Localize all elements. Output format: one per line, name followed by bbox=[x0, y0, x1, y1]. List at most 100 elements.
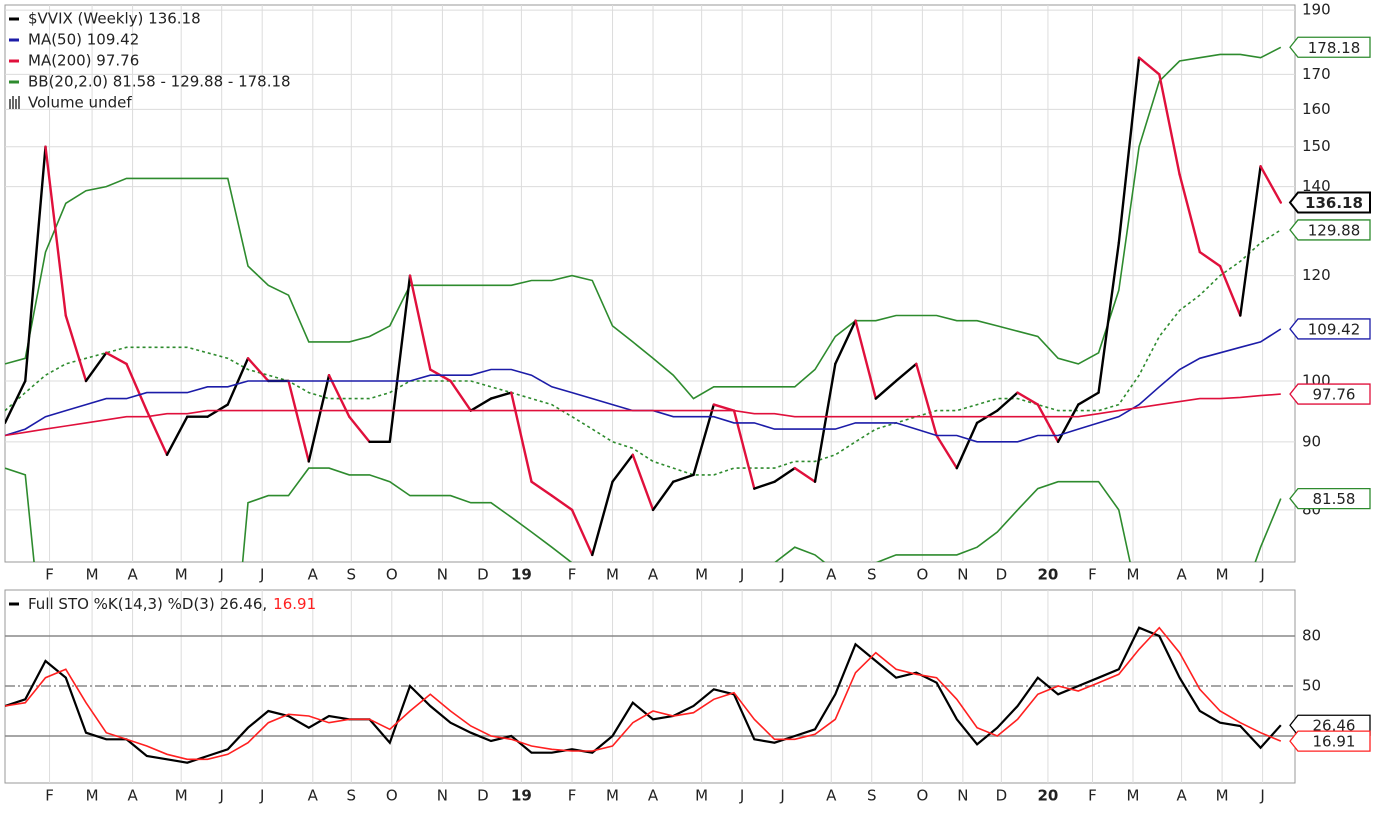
x-tick-label: J bbox=[779, 787, 784, 805]
x-tick-label: F bbox=[568, 787, 577, 805]
y-tick-label: 190 bbox=[1302, 1, 1331, 19]
price-segment bbox=[611, 453, 634, 483]
price-segment bbox=[935, 434, 959, 470]
x-tick-label: A bbox=[648, 787, 659, 805]
value-tag bbox=[1288, 191, 1371, 214]
x-tick-label: O bbox=[916, 566, 928, 584]
price-segment bbox=[408, 274, 432, 371]
x-tick-label: N bbox=[437, 566, 448, 584]
x-tick-label: 20 bbox=[1037, 787, 1058, 805]
x-tick-label: J bbox=[218, 787, 223, 805]
price-segment bbox=[530, 480, 553, 497]
price-segment bbox=[1259, 165, 1283, 204]
price-segment bbox=[834, 319, 857, 366]
x-tick-label: F bbox=[568, 566, 577, 584]
title-text: Full STO %K(14,3) %D(3) 26.46, bbox=[28, 595, 267, 613]
price-segment bbox=[307, 374, 331, 463]
title-d-value: 16.91 bbox=[273, 595, 316, 613]
price-segment bbox=[1077, 391, 1100, 406]
price-segment bbox=[651, 480, 675, 512]
price-segment bbox=[874, 379, 898, 400]
price-segment bbox=[1117, 56, 1141, 245]
x-tick-label: D bbox=[996, 787, 1008, 805]
value-tag-label: 129.88 bbox=[1308, 221, 1361, 239]
value-tag-label: 97.76 bbox=[1313, 386, 1356, 404]
x-tick-label: O bbox=[386, 566, 398, 584]
price-segment bbox=[793, 466, 817, 483]
x-tick-label: D bbox=[477, 787, 489, 805]
price-segment bbox=[348, 415, 371, 444]
y-tick-label: 120 bbox=[1302, 266, 1331, 284]
price-segment bbox=[469, 397, 493, 412]
x-tick-label: F bbox=[45, 787, 54, 805]
value-tag bbox=[1289, 36, 1371, 58]
price-segment bbox=[1158, 73, 1181, 176]
x-tick-label: F bbox=[1088, 566, 1097, 584]
price-panel bbox=[4, 4, 1296, 563]
price-segment bbox=[1178, 173, 1202, 254]
x-tick-label: S bbox=[867, 787, 877, 805]
x-tick-label: D bbox=[477, 566, 489, 584]
x-tick-label: F bbox=[45, 566, 54, 584]
x-tick-label: S bbox=[347, 566, 357, 584]
x-tick-label: M bbox=[86, 787, 99, 805]
price-segment bbox=[449, 379, 472, 412]
value-tag bbox=[1289, 730, 1371, 752]
price-segment bbox=[510, 391, 533, 483]
price-segment bbox=[854, 319, 878, 400]
price-segment bbox=[388, 274, 412, 444]
x-tick-label: M bbox=[695, 566, 708, 584]
price-segment bbox=[246, 357, 270, 383]
panel-title: Full STO %K(14,3) %D(3) 26.46, 16.91 bbox=[28, 595, 316, 613]
x-tick-label: A bbox=[1176, 566, 1187, 584]
value-tag-label: 109.42 bbox=[1308, 320, 1361, 338]
x-tick-label: 20 bbox=[1037, 566, 1058, 584]
legend-label: MA(200) 97.76 bbox=[28, 52, 139, 70]
y-tick-label: 80 bbox=[1302, 627, 1321, 645]
x-tick-label: M bbox=[606, 566, 619, 584]
price-segment bbox=[894, 362, 918, 383]
price-segment bbox=[125, 362, 148, 412]
price-segment bbox=[1218, 264, 1242, 317]
x-tick-label: A bbox=[308, 566, 319, 584]
x-tick-label: M bbox=[606, 787, 619, 805]
band-upper bbox=[5, 46, 1282, 400]
price-segment bbox=[226, 357, 250, 406]
x-tick-label: N bbox=[957, 566, 968, 584]
x-tick-label: J bbox=[779, 566, 784, 584]
price-segment bbox=[631, 453, 655, 512]
y-tick-label: 140 bbox=[1302, 177, 1331, 195]
series-line bbox=[5, 393, 1281, 437]
value-tag-label: 16.91 bbox=[1313, 733, 1356, 751]
legend-label: MA(50) 109.42 bbox=[28, 31, 139, 49]
x-tick-label: O bbox=[386, 787, 398, 805]
x-tick-label: A bbox=[826, 566, 837, 584]
x-tick-label: A bbox=[1176, 787, 1187, 805]
price-segment bbox=[915, 362, 938, 437]
legend-icon bbox=[18, 96, 20, 109]
y-tick-label: 90 bbox=[1302, 432, 1321, 450]
price-segment bbox=[1016, 391, 1040, 406]
band-lower bbox=[5, 467, 1282, 562]
y-tick-label: 50 bbox=[1302, 677, 1321, 695]
x-tick-label: M bbox=[1127, 787, 1140, 805]
price-segment bbox=[5, 379, 27, 425]
price-segment bbox=[672, 473, 695, 483]
price-segment bbox=[1239, 165, 1262, 317]
series-line bbox=[5, 626, 1282, 764]
legend-icon bbox=[12, 96, 14, 109]
value-tag-label: 136.18 bbox=[1305, 194, 1363, 212]
x-tick-label: J bbox=[259, 566, 264, 584]
x-tick-label: J bbox=[739, 566, 744, 584]
x-tick-label: N bbox=[957, 787, 968, 805]
x-tick-label: M bbox=[175, 566, 188, 584]
x-tick-label: J bbox=[259, 787, 264, 805]
y-tick-label: 170 bbox=[1302, 65, 1331, 83]
legend-label: Volume undef bbox=[28, 94, 132, 112]
price-segment bbox=[24, 145, 47, 383]
x-tick-label: A bbox=[648, 566, 659, 584]
x-tick-label: J bbox=[1259, 787, 1264, 805]
legend-label: $VVIX (Weekly) 136.18 bbox=[28, 10, 201, 28]
price-segment bbox=[1056, 403, 1080, 444]
